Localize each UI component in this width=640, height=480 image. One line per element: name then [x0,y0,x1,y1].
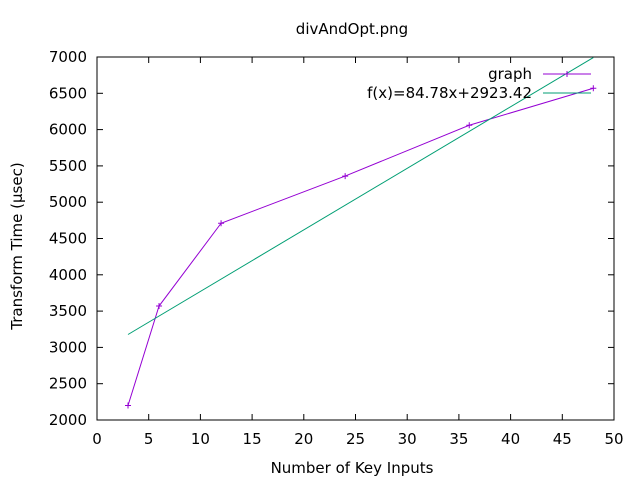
series-layer [125,57,597,409]
y-tick-label: 3000 [49,338,87,356]
data-point [466,122,473,129]
x-tick-label: 0 [92,430,102,448]
series-line-0 [127,87,594,406]
legend-marker [564,71,570,77]
y-tick-label: 2000 [49,411,87,429]
x-tick-label: 30 [398,430,417,448]
x-tick-label: 20 [294,430,313,448]
y-tick-label: 7000 [49,48,87,66]
data-point [590,85,597,92]
y-tick-label: 4000 [49,266,87,284]
y-tick-label: 6500 [49,84,87,102]
axis-ticks: 0 5 10 15 20 25 30 35 40 45 50 2000 2500 3000 3500 4000… [49,48,624,448]
chart-title: divAndOpt.png [296,20,408,38]
y-tick-label: 3500 [49,302,87,320]
x-axis-label: Number of Key Inputs [271,459,434,477]
x-tick-label: 15 [243,430,262,448]
x-tick-label: 35 [449,430,468,448]
y-tick-label: 5000 [49,193,87,211]
y-tick-label: 6000 [49,121,87,139]
data-point [342,173,349,180]
plot-frame [96,56,615,421]
legend-label: graph [488,65,532,83]
x-tick-label: 45 [553,430,572,448]
x-tick-label: 10 [191,430,210,448]
x-tick-label: 50 [604,430,623,448]
series-line-1 [127,57,594,335]
x-tick-label: 40 [501,430,520,448]
data-point [125,402,132,409]
legend-label: f(x)=84.78x+2923.42 [367,84,532,102]
data-point [156,303,163,310]
x-tick-label: 25 [346,430,365,448]
data-point [218,220,225,227]
x-tick-label: 5 [144,430,154,448]
y-axis-label: Transform Time (µsec) [8,162,26,330]
y-tick-label: 4500 [49,230,87,248]
y-tick-label: 5500 [49,157,87,175]
y-tick-label: 2500 [49,375,87,393]
